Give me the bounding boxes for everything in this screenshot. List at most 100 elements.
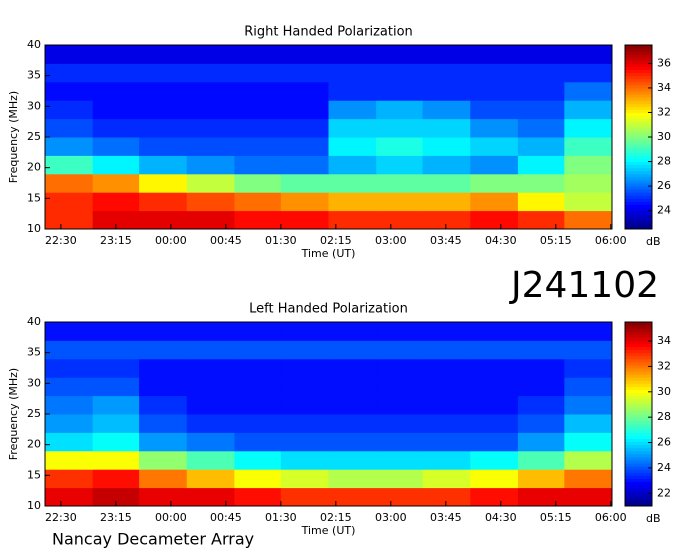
x-tick-label: 00:00 [155,234,187,247]
heatmap-cell [376,322,424,341]
x-tick-label: 05:15 [540,511,572,524]
heatmap-cell [139,210,188,230]
colorbar-segment [625,167,652,172]
heatmap-cell [422,358,471,378]
heatmap-cell [186,45,235,64]
heatmap-cell [328,155,377,175]
heatmap-cell [517,81,565,101]
heatmap-cell [422,81,471,101]
heatmap-cell [422,322,471,341]
heatmap-cell [517,155,565,175]
heatmap-cell [234,155,282,175]
heatmap-cell [234,395,282,415]
colorbar-segment [625,57,652,61]
heatmap-cell [186,210,235,230]
colorbar-segment [625,118,652,123]
colorbar-segment [625,213,652,218]
x-tick-label: 03:00 [375,511,407,524]
heatmap-cell [45,395,94,415]
heatmap-cell [45,210,94,230]
heatmap-cell [328,81,377,101]
heatmap-cell [234,358,282,378]
colorbar-segment [625,487,652,492]
heatmap-cell [139,155,188,175]
heatmap-cell [470,63,519,83]
heatmap-cell [186,173,235,193]
colorbar-segment [625,423,652,427]
heatmap-cell [564,155,613,175]
heatmap-cell [92,63,140,83]
heatmap-cell [422,137,471,156]
heatmap-cell [564,340,613,360]
colorbar-segment [625,69,652,74]
heatmap-cell [139,322,188,341]
heatmap-cell [517,358,565,378]
heatmap-cell [470,395,519,415]
heatmap-cell [422,173,471,193]
colorbar-segment [625,420,652,424]
colorbar-segment [625,371,652,375]
heatmap-cell [280,322,329,341]
heatmap-cell [517,322,565,341]
colorbar-segment [625,364,652,369]
colorbar-tick-label: 22 [657,486,671,499]
heatmap-cell [564,210,613,230]
y-tick-label: 35 [27,69,41,82]
colorbar-segment [625,361,652,366]
heatmap-cell [186,358,235,378]
heatmap-cell [564,395,613,415]
y-tick-label: 10 [27,222,41,235]
heatmap-cell [328,469,377,489]
heatmap-cell [328,192,377,212]
x-tick-label: 05:15 [540,234,572,247]
x-axis-label: Time (UT) [301,247,356,260]
heatmap-cell [139,432,188,452]
heatmap-cell [280,432,329,452]
colorbar-segment [625,466,652,470]
heatmap-cell [564,173,613,193]
colorbar-segment [625,173,652,178]
colorbar-segment [625,48,652,52]
heatmap-cell [564,192,613,212]
colorbar-segment [625,392,652,397]
colorbar-segment [625,407,652,412]
heatmap-cell [92,210,140,230]
colorbar-segment [625,75,652,80]
heatmap-cell [328,340,377,360]
y-tick-label: 10 [27,499,41,512]
heatmap-cell [45,358,94,378]
colorbar-segment [625,143,652,147]
heatmap-cell [280,45,329,64]
colorbar-label: dB [646,235,661,248]
heatmap-cell [376,432,424,452]
heatmap-cell [92,395,140,415]
heatmap-cell [470,45,519,64]
heatmap-cell [470,137,519,156]
heatmap-cell [92,173,140,193]
heatmap-cell [45,118,94,138]
heatmap-cell [45,432,94,452]
colorbar-segment [625,84,652,89]
heatmap-cell [234,210,282,230]
colorbar-segment [625,195,652,199]
colorbar-tick-label: 30 [657,130,671,143]
heatmap-cell [234,432,282,452]
heatmap-cell [376,192,424,212]
heatmap-cell [376,358,424,378]
colorbar-tick-label: 28 [657,410,671,423]
colorbar-segment [625,161,652,166]
colorbar-tick-label: 36 [657,56,671,69]
heatmap-cell [139,358,188,378]
x-tick-label: 04:30 [485,234,517,247]
colorbar-segment [625,186,652,190]
colorbar-segment [625,469,652,473]
heatmap-cell [45,450,94,470]
heatmap-cell [328,377,377,397]
heatmap-cell [470,469,519,489]
colorbar-segment [625,45,652,49]
heatmap-cell [470,377,519,397]
heatmap-cell [92,487,140,507]
heatmap-cell [422,100,471,120]
colorbar-tick-label: 26 [657,179,671,192]
colorbar-segment [625,100,652,104]
